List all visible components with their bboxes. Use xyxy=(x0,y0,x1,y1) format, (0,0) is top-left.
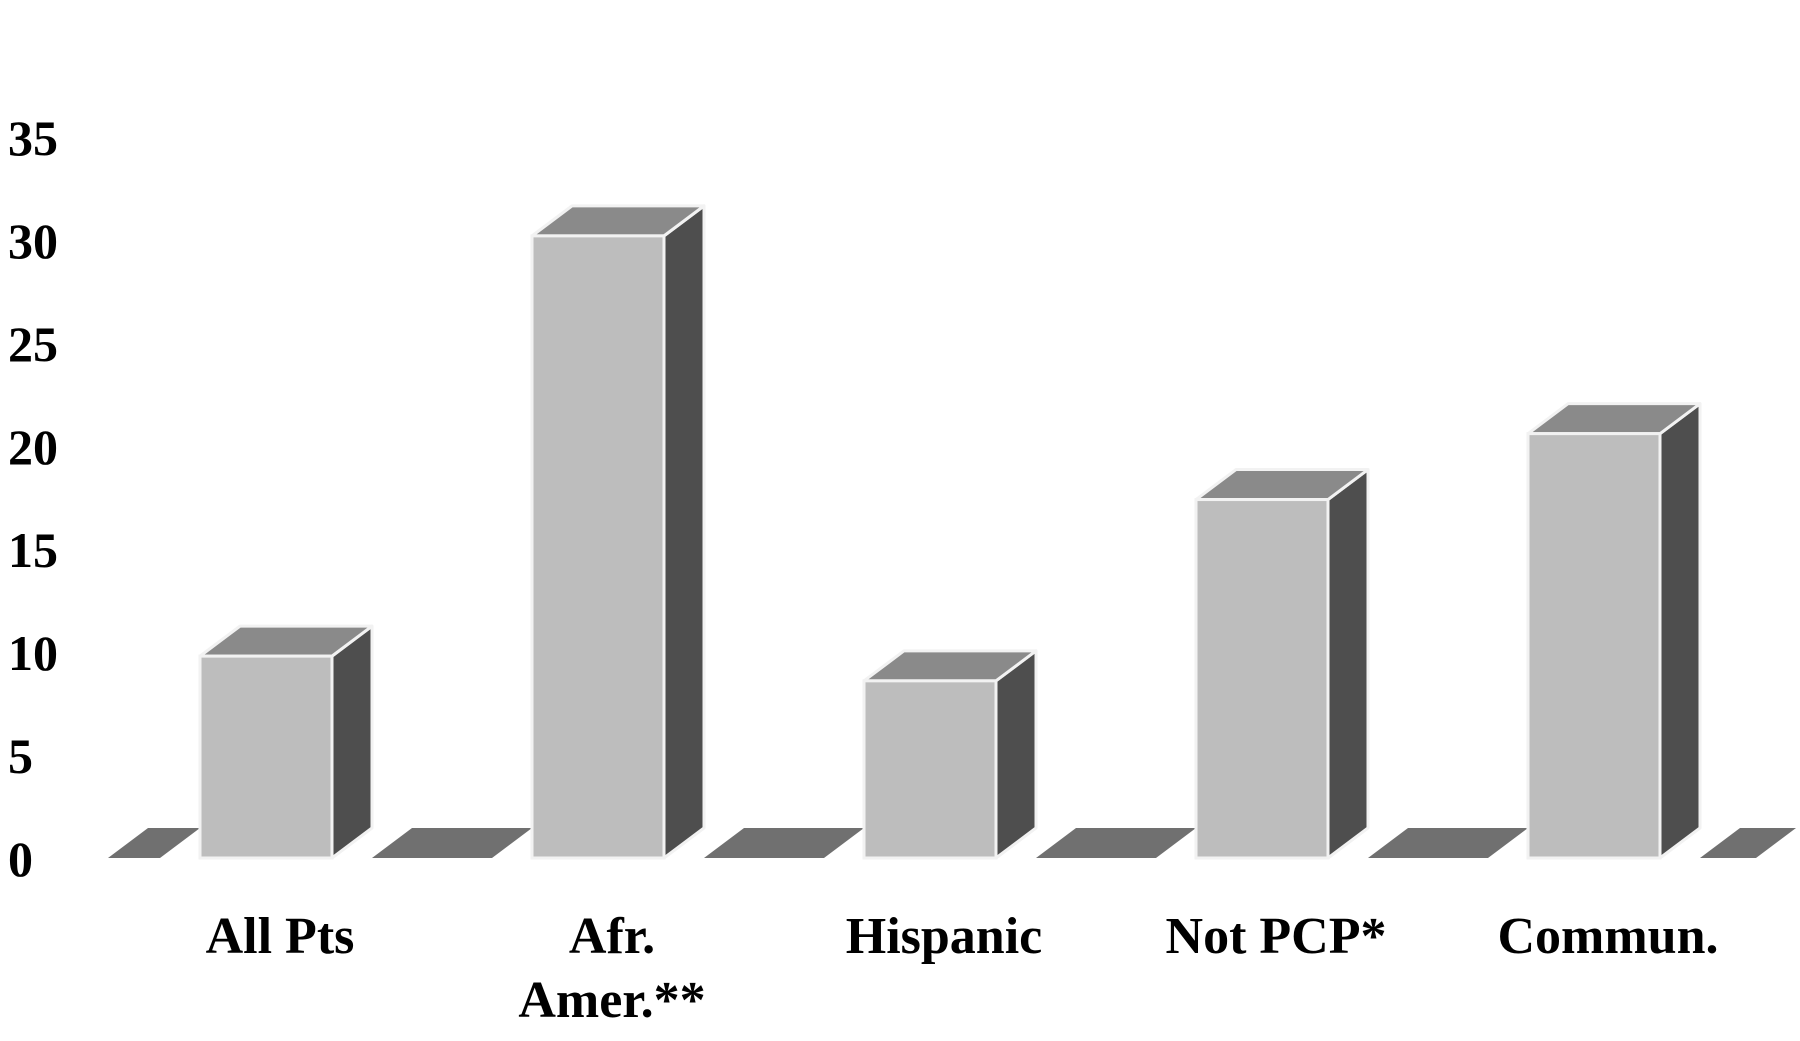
bar-side-face xyxy=(662,204,706,860)
chart-floor xyxy=(108,828,1796,858)
bar-side-face xyxy=(994,649,1038,860)
x-category-label: All Pts xyxy=(206,908,355,965)
x-category-label: Afr. Amer.** xyxy=(518,908,705,1029)
y-tick-label: 30 xyxy=(8,213,58,269)
floor-segment xyxy=(704,828,864,858)
x-category-label: Hispanic xyxy=(846,908,1043,965)
y-tick-label: 25 xyxy=(8,316,58,372)
y-axis: 0 5 10 15 20 25 30 35 xyxy=(8,110,58,887)
y-tick-label: 35 xyxy=(8,110,58,166)
y-tick-label: 5 xyxy=(8,728,33,784)
bar-front-face xyxy=(530,234,666,860)
y-tick-label: 0 xyxy=(8,831,33,887)
y-tick-label: 15 xyxy=(8,522,58,578)
bar xyxy=(862,649,1038,860)
bars xyxy=(198,204,1702,860)
x-axis: All Pts Afr. Amer.** Hispanic Not PCP* Commun… xyxy=(206,908,1719,1029)
bar-side-face xyxy=(1658,402,1702,860)
y-tick-label: 10 xyxy=(8,625,58,681)
floor-segment xyxy=(1700,828,1796,858)
bar xyxy=(1526,402,1702,860)
x-category-label: Commun. xyxy=(1497,908,1718,965)
y-tick-label: 20 xyxy=(8,419,58,475)
bar-front-face xyxy=(862,679,998,860)
bar xyxy=(1194,468,1370,860)
bar xyxy=(198,624,374,860)
x-category-label: Not PCP* xyxy=(1166,908,1387,965)
floor-segment xyxy=(1368,828,1528,858)
bar-front-face xyxy=(198,654,334,860)
bar xyxy=(530,204,706,860)
floor-segment xyxy=(372,828,532,858)
floor-segment xyxy=(108,828,200,858)
bar-side-face xyxy=(1326,468,1370,860)
bar-front-face xyxy=(1526,432,1662,860)
bar-side-face xyxy=(330,624,374,860)
floor-segment xyxy=(1036,828,1196,858)
bar-front-face xyxy=(1194,498,1330,860)
